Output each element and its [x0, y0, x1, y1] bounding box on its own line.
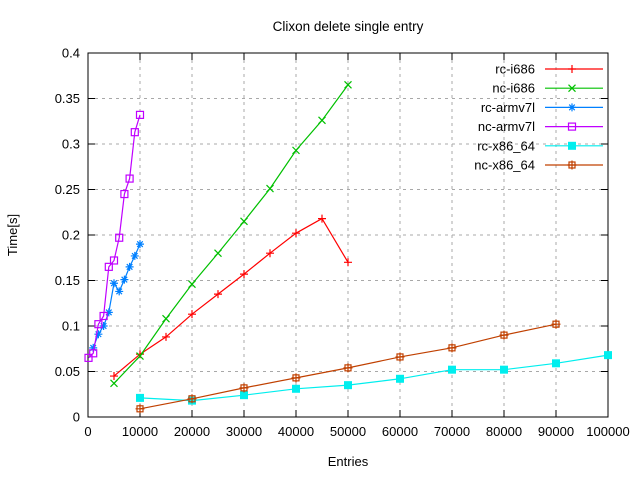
- x-tick-label: 100000: [586, 424, 629, 439]
- x-tick-label: 0: [84, 424, 91, 439]
- x-tick-label: 80000: [486, 424, 522, 439]
- y-tick-label: 0: [73, 410, 80, 425]
- x-axis-label: Entries: [328, 454, 369, 469]
- x-tick-label: 10000: [122, 424, 158, 439]
- legend-label: nc-i686: [492, 81, 535, 96]
- x-tick-label: 90000: [538, 424, 574, 439]
- y-tick-label: 0.15: [55, 273, 80, 288]
- chart-title: Clixon delete single entry: [273, 19, 424, 34]
- legend-label: nc-x86_64: [474, 158, 535, 173]
- x-tick-label: 60000: [382, 424, 418, 439]
- series-rc-armv7l: [89, 240, 144, 352]
- legend-item-rc-x86_64: rc-x86_64: [477, 138, 603, 153]
- x-tick-label: 40000: [278, 424, 314, 439]
- series-layer: [84, 80, 612, 414]
- legend-item-nc-x86_64: nc-x86_64: [474, 158, 603, 173]
- legend-label: rc-armv7l: [481, 100, 535, 115]
- legend-sample: [545, 65, 603, 73]
- x-tick-label: 70000: [434, 424, 470, 439]
- legend-sample: [545, 141, 603, 150]
- series-nc-i686: [110, 80, 352, 388]
- y-tick-label: 0.35: [55, 91, 80, 106]
- legend-item-nc-armv7l: nc-armv7l: [478, 119, 603, 134]
- y-tick-label: 0.3: [62, 137, 80, 152]
- legend-label: nc-armv7l: [478, 119, 535, 134]
- x-tick-label: 20000: [174, 424, 210, 439]
- legend-item-rc-i686: rc-i686: [495, 62, 603, 77]
- y-axis-label: Time[s]: [5, 214, 20, 256]
- legend-item-rc-armv7l: rc-armv7l: [481, 100, 603, 115]
- series-nc-armv7l: [84, 110, 145, 362]
- legend: rc-i686 nc-i686 rc-armv7l nc-armv7l rc-x86_6…: [474, 62, 603, 173]
- y-tick-label: 0.05: [55, 364, 80, 379]
- legend-label: rc-i686: [495, 62, 535, 77]
- y-tick-label: 0.1: [62, 319, 80, 334]
- x-tick-label: 30000: [226, 424, 262, 439]
- legend-sample: [545, 84, 603, 93]
- y-tick-label: 0.25: [55, 182, 80, 197]
- y-tick-label: 0.4: [62, 46, 80, 61]
- legend-sample: [545, 160, 603, 170]
- series-rc-x86_64: [136, 351, 612, 405]
- series-rc-i686: [110, 214, 352, 381]
- legend-sample: [545, 122, 603, 131]
- x-tick-label: 50000: [330, 424, 366, 439]
- axes: 0 10000 20000 30000 40000 50000 60000 70000 8000…: [55, 46, 630, 440]
- legend-label: rc-x86_64: [477, 138, 535, 153]
- legend-item-nc-i686: nc-i686: [492, 81, 603, 96]
- series-nc-x86_64: [135, 319, 561, 414]
- y-tick-label: 0.2: [62, 228, 80, 243]
- legend-sample: [545, 103, 603, 112]
